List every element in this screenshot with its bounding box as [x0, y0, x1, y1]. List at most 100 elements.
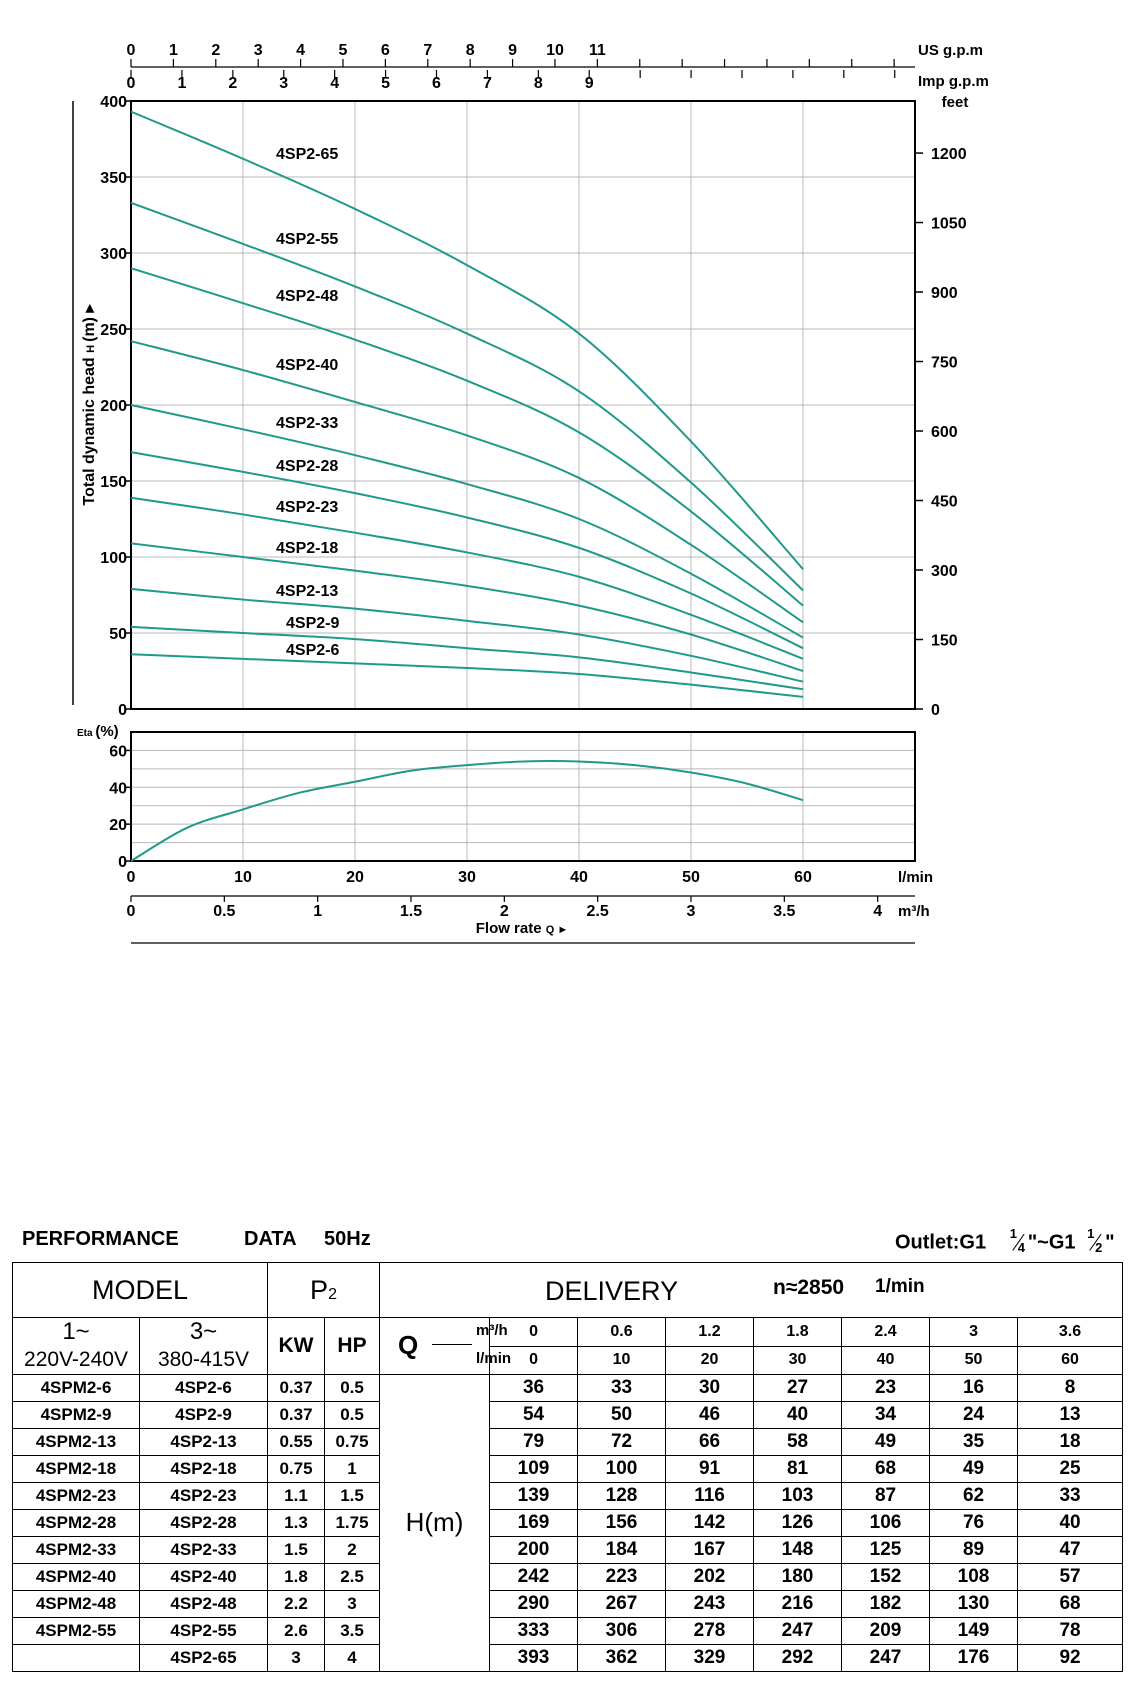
- q-m3h-4: 2.4: [841, 1317, 931, 1347]
- y2-tick-label: 150: [931, 633, 958, 650]
- imp-gpm-tick-label: 9: [585, 75, 594, 92]
- power-kw: 2.6: [267, 1616, 325, 1645]
- power-kw: 1.5: [267, 1535, 325, 1564]
- imp-gpm-tick-label: 2: [228, 75, 237, 92]
- head-value-5: 35: [929, 1427, 1019, 1456]
- q-unit-lmin: l/min: [476, 1350, 512, 1367]
- head-value-0: 54: [489, 1400, 579, 1429]
- model-three-phase: 4SP2-48: [139, 1589, 268, 1618]
- delivery-header: DELIVERY n≈2850 1/min: [379, 1262, 1124, 1318]
- head-value-5: 62: [929, 1481, 1019, 1510]
- eta-plot-frame: [130, 731, 916, 862]
- head-value-2: 167: [665, 1535, 755, 1564]
- head-value-1: 33: [577, 1373, 667, 1402]
- head-value-2: 91: [665, 1454, 755, 1483]
- x-tick-label: 50: [682, 869, 700, 886]
- head-value-5: 49: [929, 1454, 1019, 1483]
- x-tick-label: 10: [234, 869, 252, 886]
- y2-tick-label: 750: [931, 355, 958, 372]
- head-value-3: 103: [753, 1481, 843, 1510]
- us-gpm-tick-label: 2: [211, 42, 220, 59]
- x-tick-label: 20: [346, 869, 364, 886]
- curve-label-4SP2-18: 4SP2-18: [276, 540, 338, 557]
- curve-label-4SP2-28: 4SP2-28: [276, 458, 338, 475]
- y-axis-title-symbol: H: [85, 342, 97, 353]
- p2-subscript: 2: [328, 1285, 337, 1303]
- x-tick-label: 30: [458, 869, 476, 886]
- us-gpm-tick-label: 5: [339, 42, 348, 59]
- head-value-2: 30: [665, 1373, 755, 1402]
- model-three-phase: 4SP2-65: [139, 1643, 268, 1672]
- m3h-tick-label: 0.5: [213, 903, 235, 920]
- us-gpm-tick-label: 3: [254, 42, 263, 59]
- model-single-phase: 4SPM2-48: [12, 1589, 140, 1618]
- head-value-6: 13: [1017, 1400, 1124, 1429]
- head-curve-4SP2-6: [130, 653, 804, 698]
- curve-label-4SP2-48: 4SP2-48: [276, 288, 338, 305]
- y2-tick-label: 1050: [931, 216, 967, 233]
- power-hp: 2: [323, 1535, 381, 1564]
- x-axis-title-symbol: Q ►: [546, 924, 569, 936]
- outlet-text: Outlet:G1: [895, 1231, 987, 1254]
- model-three-phase: 4SP2-55: [139, 1616, 268, 1645]
- chart-labels: 0501001502002503003504000150300450600750…: [77, 42, 989, 937]
- head-curve-4SP2-33: [130, 404, 804, 639]
- head-curve-4SP2-9: [130, 625, 804, 691]
- head-value-4: 49: [841, 1427, 931, 1456]
- head-value-4: 247: [841, 1643, 931, 1672]
- head-value-1: 306: [577, 1616, 667, 1645]
- q-lmin-5: 50: [929, 1345, 1019, 1375]
- model-three-phase: 4SP2-33: [139, 1535, 268, 1564]
- single-phase-voltage: 220V-240V: [12, 1346, 140, 1375]
- table-row: 4SPM2-13 4SP2-13 0.55 0.75 79 72 66 58 49 35 18: [12, 1427, 1124, 1456]
- q-m3h-1: 0.6: [577, 1317, 667, 1347]
- head-curve-4SP2-48: [130, 267, 804, 607]
- curve-label-4SP2-65: 4SP2-65: [276, 146, 338, 163]
- table-row: 4SPM2-6 4SP2-6 0.37 0.5 H(m) 36 33 30 27 23 16 8: [12, 1373, 1124, 1672]
- power-hp: 0.75: [323, 1427, 381, 1456]
- y2-tick-label: 1200: [931, 146, 967, 163]
- head-value-6: 47: [1017, 1535, 1124, 1564]
- head-value-1: 72: [577, 1427, 667, 1456]
- q-lmin-0: 0: [489, 1345, 579, 1375]
- head-value-6: 8: [1017, 1373, 1124, 1402]
- head-value-6: 57: [1017, 1562, 1124, 1591]
- eta-tick-label: 60: [109, 743, 127, 760]
- head-value-4: 23: [841, 1373, 931, 1402]
- head-value-2: 202: [665, 1562, 755, 1591]
- model-single-phase: 4SPM2-23: [12, 1481, 140, 1510]
- head-value-0: 79: [489, 1427, 579, 1456]
- us-gpm-tick-label: 9: [508, 42, 517, 59]
- three-phase-header: 3~: [139, 1317, 268, 1346]
- q-lmin-6: 60: [1017, 1345, 1124, 1375]
- head-curve-4SP2-28: [130, 451, 804, 650]
- performance-rows: 4SPM2-6 4SP2-6 0.37 0.5 H(m) 36 33 30 27 23 16 8 4SP…: [12, 1373, 1124, 1672]
- head-value-4: 125: [841, 1535, 931, 1564]
- imp-gpm-tick-label: 3: [279, 75, 288, 92]
- table-row: 4SPM2-28 4SP2-28 1.3 1.75 169 156 142 126 106 76 4…: [12, 1508, 1124, 1537]
- head-value-5: 89: [929, 1535, 1019, 1564]
- power-hp: 3: [323, 1589, 381, 1618]
- us-gpm-tick-label: 11: [589, 42, 606, 59]
- model-header: MODEL: [12, 1262, 268, 1318]
- delivery-label: DELIVERY: [545, 1276, 679, 1306]
- model-three-phase: 4SP2-9: [139, 1400, 268, 1429]
- head-value-2: 46: [665, 1400, 755, 1429]
- table-row: 4SPM2-55 4SP2-55 2.6 3.5 333 306 278 247 209 149 7…: [12, 1616, 1124, 1645]
- head-value-3: 216: [753, 1589, 843, 1618]
- curve-label-4SP2-40: 4SP2-40: [276, 357, 338, 374]
- table-row: 4SPM2-48 4SP2-48 2.2 3 290 267 243 216 182 130 68: [12, 1589, 1124, 1618]
- us-gpm-tick-label: 6: [381, 42, 390, 59]
- imp-gpm-tick-label: 7: [483, 75, 492, 92]
- y-tick-label: 150: [100, 474, 127, 491]
- head-value-3: 292: [753, 1643, 843, 1672]
- power-kw: 3: [267, 1643, 325, 1672]
- q-m3h-5: 3: [929, 1317, 1019, 1347]
- head-value-5: 108: [929, 1562, 1019, 1591]
- model-single-phase: 4SPM2-33: [12, 1535, 140, 1564]
- performance-title: PERFORMANCE: [22, 1228, 179, 1250]
- power-kw: 0.55: [267, 1427, 325, 1456]
- us-gpm-tick-label: 4: [296, 42, 305, 59]
- y-tick-label: 50: [109, 626, 127, 643]
